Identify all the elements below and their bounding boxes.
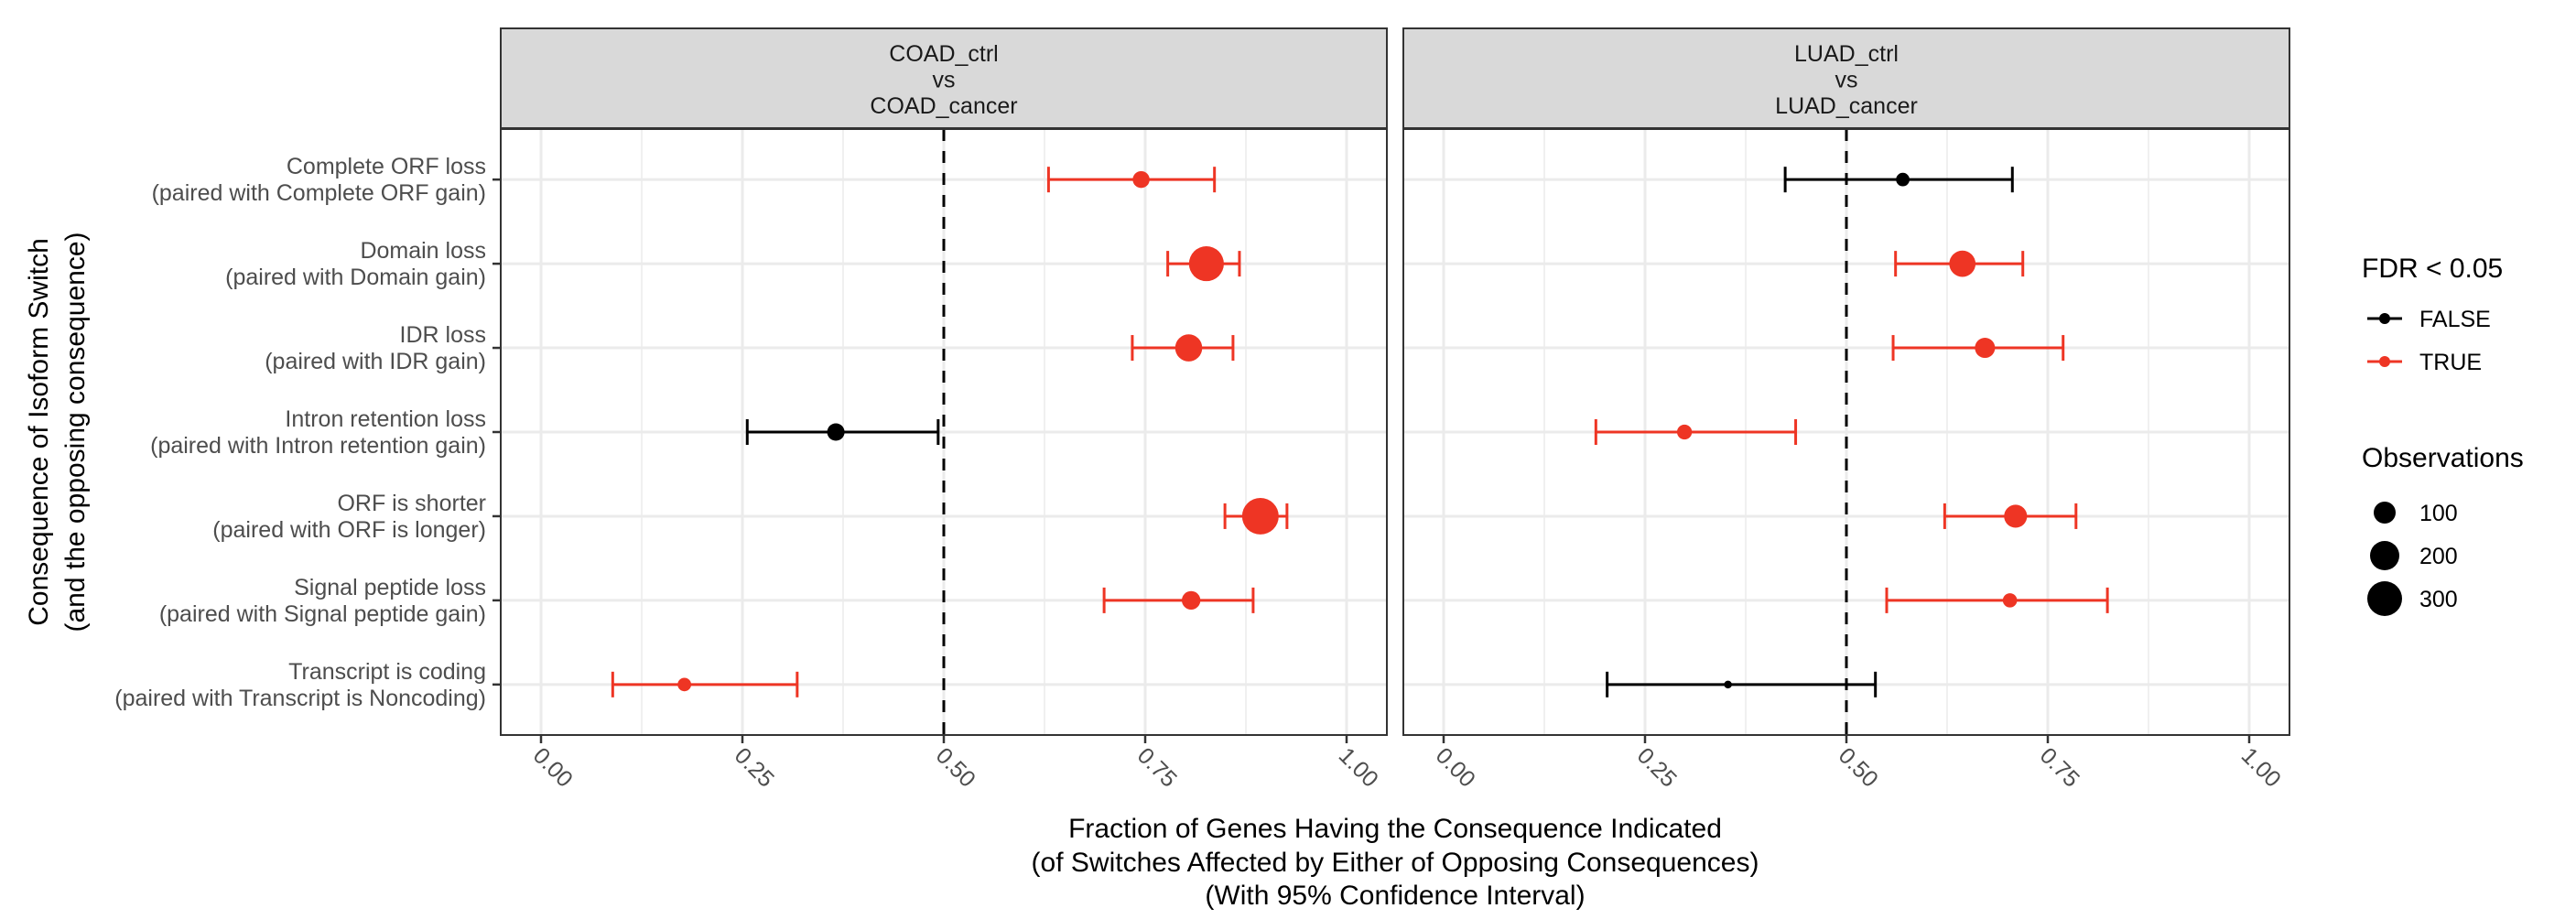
y-tick-label-line-2: (paired with ORF is longer) <box>212 517 486 543</box>
facet-strip <box>500 27 1388 129</box>
y-tick-label-line-2: (paired with IDR gain) <box>265 349 486 374</box>
data-point-group <box>1046 167 1217 193</box>
data-point <box>1676 424 1693 440</box>
y-tick-label-line-1: Domain loss <box>360 238 486 264</box>
y-tick-label-line-1: Transcript is coding <box>288 659 486 685</box>
y-tick-label-line-2: (paired with Transcript is Noncoding) <box>114 686 486 711</box>
x-tick-label: 0.50 <box>931 742 980 792</box>
x-axis-title-line-1: Fraction of Genes Having the Consequence… <box>1068 814 1722 844</box>
data-point <box>2002 593 2018 608</box>
data-point-group <box>745 419 940 445</box>
y-tick-label-line-1: ORF is shorter <box>337 491 486 516</box>
legend-entry-false: FALSE <box>2367 307 2491 332</box>
legend-label-true: TRUE <box>2419 350 2482 375</box>
y-tick-label-line-2: (paired with Intron retention gain) <box>150 433 486 459</box>
x-tick-label: 0.75 <box>1132 742 1182 792</box>
data-point <box>1188 246 1224 282</box>
y-tick-label-line-2: (paired with Domain gain) <box>225 265 486 290</box>
legend-key-point-false <box>2379 313 2390 324</box>
x-tick-label: 1.00 <box>1334 742 1383 792</box>
facet-strip <box>1402 27 2290 129</box>
legend-entry-100: 100 <box>2374 501 2458 526</box>
x-tick-label: 0.25 <box>1632 742 1682 792</box>
legend-label-200: 200 <box>2419 544 2458 569</box>
facet-strip-label-line: LUAD_ctrl <box>1794 41 1899 67</box>
facet-strip-label-line: vs <box>1835 68 1858 93</box>
x-tick-label: 0.00 <box>528 742 578 792</box>
data-point-group <box>1783 167 2014 193</box>
data-point <box>1724 680 1732 689</box>
legend-label-false: FALSE <box>2419 307 2491 332</box>
facet-strip-label-line: LUAD_cancer <box>1775 93 1918 119</box>
data-point <box>1174 334 1203 362</box>
data-point <box>1896 172 1910 187</box>
data-point-group <box>1943 503 2078 529</box>
facet-strip-label-line: COAD_cancer <box>870 93 1017 119</box>
data-point <box>677 677 692 692</box>
data-point <box>1241 497 1279 535</box>
x-tick-label: 0.75 <box>2035 742 2084 792</box>
legend-entry-300: 300 <box>2367 581 2458 616</box>
legend-size-point-200 <box>2370 541 2399 570</box>
facet-strip-label-line: vs <box>933 68 956 93</box>
legend-entry-true: TRUE <box>2367 350 2482 375</box>
x-tick-label: 0.50 <box>1834 742 1883 792</box>
legend-size-title: Observations <box>2362 443 2524 473</box>
y-tick-label-line-1: Signal peptide loss <box>294 575 486 600</box>
legend-entry-200: 200 <box>2370 541 2458 570</box>
data-point <box>2004 504 2028 528</box>
data-point <box>1182 590 1201 611</box>
data-point-group <box>611 671 799 697</box>
data-point-group <box>1594 419 1798 445</box>
data-point <box>1975 338 1996 359</box>
data-point <box>1132 170 1150 189</box>
x-axis-title-line-3: (With 95% Confidence Interval) <box>1205 881 1585 911</box>
data-point-group <box>1166 246 1241 282</box>
legend-label-100: 100 <box>2419 501 2458 526</box>
legend-key-point-true <box>2379 356 2390 367</box>
data-point-group <box>1885 587 2109 613</box>
legend: FDR < 0.05 FALSE TRUE Observations 100 2… <box>2362 254 2524 616</box>
y-tick-label-line-1: Complete ORF loss <box>287 154 486 179</box>
legend-size-point-300 <box>2367 581 2402 616</box>
x-tick-label: 0.00 <box>1431 742 1480 792</box>
y-tick-label-line-1: IDR loss <box>400 322 486 348</box>
data-point <box>827 423 845 441</box>
data-point-group <box>1894 250 2025 277</box>
data-point <box>1949 250 1976 277</box>
facet-strip-label-line: COAD_ctrl <box>889 41 998 67</box>
y-axis: Complete ORF loss(paired with Complete O… <box>114 154 501 711</box>
y-tick-label-line-2: (paired with Signal peptide gain) <box>159 601 486 627</box>
data-point-group <box>1891 335 2065 362</box>
y-tick-label-line-2: (paired with Complete ORF gain) <box>152 180 486 206</box>
data-point-group <box>1131 334 1235 362</box>
data-point-group <box>1223 497 1289 535</box>
data-point-group <box>1102 587 1255 613</box>
data-point-group <box>1606 671 1878 697</box>
x-tick-label: 1.00 <box>2236 742 2286 792</box>
legend-label-300: 300 <box>2419 587 2458 612</box>
legend-color-title: FDR < 0.05 <box>2362 254 2503 284</box>
x-axis-title-line-2: (of Switches Affected by Either of Oppos… <box>1032 848 1759 878</box>
x-tick-label: 0.25 <box>730 742 779 792</box>
y-tick-label-line-1: Intron retention loss <box>285 406 486 432</box>
legend-size-point-100 <box>2374 502 2396 524</box>
y-axis-title-line-2: (and the opposing consequence) <box>60 232 91 632</box>
y-axis-title-line-1: Consequence of Isoform Switch <box>24 238 54 626</box>
